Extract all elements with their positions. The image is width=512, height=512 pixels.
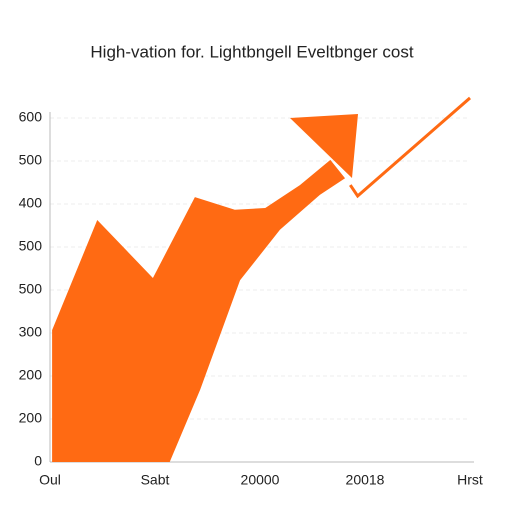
y-tick-label: 0 (34, 453, 42, 469)
x-tick-label: 20000 (241, 472, 280, 488)
y-tick-label: 200 (19, 410, 43, 426)
chart-title: High-vation for. Lightbngell Eveltbnger … (90, 42, 413, 61)
y-tick-label: 600 (19, 109, 43, 125)
arrow-head (290, 114, 358, 178)
x-tick-label: Oul (39, 472, 61, 488)
y-tick-label: 500 (19, 238, 43, 254)
y-tick-label: 300 (19, 324, 43, 340)
y-tick-label: 400 (19, 195, 43, 211)
x-tick-label: 20018 (346, 472, 385, 488)
y-tick-label: 500 (19, 152, 43, 168)
area (52, 159, 346, 462)
y-tick-label: 200 (19, 367, 43, 383)
y-tick-label: 500 (19, 281, 43, 297)
marks (52, 96, 471, 462)
x-tick-label: Sabt (141, 472, 170, 488)
line (349, 96, 471, 199)
x-tick-label: Hrst (457, 472, 483, 488)
